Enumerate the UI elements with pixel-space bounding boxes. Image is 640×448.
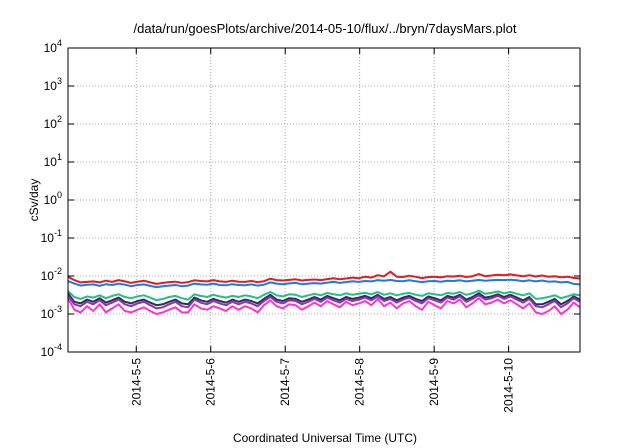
y-tick-label: 10-1 [41,228,62,245]
y-axis: 10-4 10-3 10-2 10-1 100 101 102 103 104 [41,38,580,359]
x-tick-label: 2014-5-7 [278,358,292,406]
y-tick-label: 100 [44,190,62,207]
y-tick-label: 10-4 [41,342,62,359]
x-tick-label: 2014-5-6 [204,358,218,406]
series-line [67,292,581,307]
x-axis-label: Coordinated Universal Time (UTC) [233,431,417,445]
y-tick-label: 104 [44,38,62,55]
series-layer [67,270,581,315]
y-tick-label: 103 [44,76,62,93]
series-line [67,278,581,289]
y-axis-label: cSv/day [27,179,41,222]
chart-title: /data/run/goesPlots/archive/2014-05-10/f… [134,21,517,36]
y-tick-label: 101 [44,152,62,169]
grid [68,48,580,352]
series-line [67,294,581,310]
x-tick-label: 2014-5-10 [502,358,516,413]
x-axis: 2014-5-5 2014-5-6 2014-5-7 2014-5-8 2014-5-9… [129,48,516,413]
y-tick-label: 10-2 [41,266,62,283]
x-tick-label: 2014-5-5 [129,358,143,406]
series-line [67,289,581,302]
plot-frame [67,47,581,353]
x-tick-label: 2014-5-8 [353,358,367,406]
x-tick-label: 2014-5-9 [427,358,441,406]
series-line [67,270,581,285]
series-line [67,297,581,315]
y-tick-label: 102 [44,114,62,131]
y-tick-label: 10-3 [41,304,62,321]
